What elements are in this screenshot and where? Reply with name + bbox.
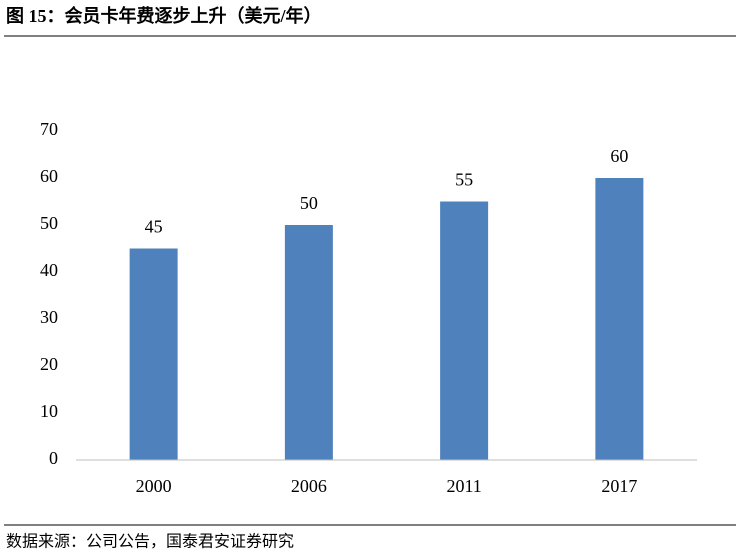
y-tick-label: 50 <box>40 213 58 233</box>
x-tick-label: 2011 <box>446 476 481 496</box>
y-tick-label: 30 <box>40 307 58 327</box>
y-tick-label: 70 <box>40 119 58 139</box>
y-tick-label: 10 <box>40 401 58 421</box>
bar <box>595 178 644 460</box>
x-tick-label: 2000 <box>136 476 172 496</box>
y-tick-label: 20 <box>40 354 58 374</box>
y-tick-label: 40 <box>40 260 58 280</box>
data-label: 50 <box>300 193 318 213</box>
y-tick-label: 60 <box>40 166 58 186</box>
bar <box>440 201 489 460</box>
data-label: 45 <box>145 217 163 237</box>
chart-title: 图 15：会员卡年费逐步上升（美元/年） <box>6 5 322 26</box>
source: 数据来源：公司公告，国泰君安证券研究 <box>6 533 294 551</box>
y-tick-label: 0 <box>49 448 58 468</box>
data-label: 55 <box>455 170 473 190</box>
bar <box>284 225 333 460</box>
x-tick-label: 2006 <box>291 476 327 496</box>
x-tick-label: 2017 <box>601 476 637 496</box>
bar <box>129 248 178 460</box>
data-label: 60 <box>610 146 628 166</box>
